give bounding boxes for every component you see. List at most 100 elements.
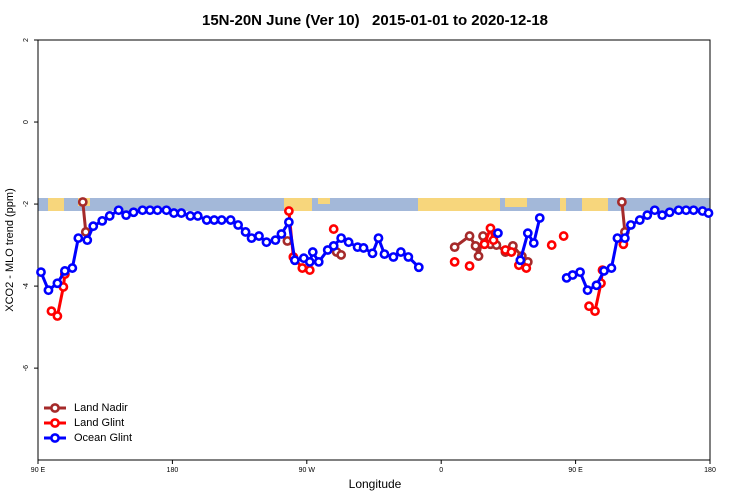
data-point	[59, 266, 70, 276]
x-tick-label: 0	[439, 467, 443, 474]
data-point	[464, 261, 475, 271]
series	[48, 207, 627, 319]
data-point	[240, 227, 251, 237]
data-point	[625, 220, 636, 230]
data-point	[403, 252, 414, 262]
legend-marker	[50, 403, 60, 413]
data-point	[168, 208, 179, 218]
data-point	[681, 205, 692, 216]
data-point	[358, 243, 369, 253]
y-axis-label: XCO2 - MLO trend (ppm)	[4, 188, 16, 311]
data-point	[464, 231, 475, 241]
data-point	[657, 210, 668, 221]
data-point	[152, 205, 163, 216]
legend: Land Nadir Land Glint Ocean Glint	[44, 402, 132, 444]
legend-marker	[50, 418, 60, 428]
data-point	[289, 255, 300, 266]
data-point	[77, 197, 88, 207]
legend-label: Land Nadir	[74, 402, 128, 414]
data-point	[590, 306, 600, 317]
data-point	[379, 249, 390, 260]
data-point	[616, 197, 627, 207]
data-point	[67, 263, 78, 273]
data-point	[46, 306, 57, 317]
data-point	[591, 280, 602, 291]
data-point	[304, 265, 315, 275]
data-point	[328, 240, 339, 251]
data-point	[673, 205, 684, 216]
data-point	[664, 207, 675, 218]
data-point	[488, 235, 499, 246]
land-strip	[418, 198, 500, 211]
data-point	[313, 256, 324, 267]
land-strip	[582, 198, 608, 211]
data-point	[161, 205, 172, 216]
data-point	[43, 285, 54, 296]
y-tick-label: -6	[23, 365, 30, 371]
data-point	[246, 233, 257, 244]
map-strip	[38, 198, 710, 211]
data-point	[261, 237, 272, 248]
data-point	[113, 205, 124, 216]
data-point	[367, 248, 378, 259]
data-point	[534, 213, 545, 223]
data-point	[36, 267, 46, 278]
data-point	[449, 256, 460, 267]
data-point	[521, 263, 532, 273]
data-point	[528, 238, 539, 248]
data-point	[336, 250, 347, 260]
data-point	[52, 311, 63, 321]
data-point	[201, 215, 212, 225]
data-point	[88, 221, 99, 232]
ocean-strip	[38, 198, 710, 211]
data-point	[270, 235, 281, 246]
data-point	[634, 215, 645, 225]
data-point	[470, 240, 481, 251]
land-strip	[560, 198, 566, 211]
data-point	[225, 215, 236, 225]
data-point	[515, 255, 526, 266]
legend-label: Land Glint	[74, 417, 124, 429]
data-point	[506, 247, 517, 257]
data-point	[575, 267, 585, 278]
data-point	[297, 263, 308, 273]
data-point	[688, 205, 699, 216]
data-point	[128, 207, 139, 218]
data-point	[283, 206, 294, 216]
data-point	[449, 242, 460, 253]
x-tick-label: 180	[167, 467, 179, 474]
data-point	[82, 235, 93, 246]
data-point	[328, 224, 339, 234]
land-strip	[318, 198, 330, 204]
x-tick-label: 90 E	[568, 467, 583, 474]
data-point	[137, 205, 148, 216]
data-point	[276, 229, 287, 239]
x-tick-label: 90 E	[31, 467, 46, 474]
y-tick-label: -4	[23, 283, 30, 289]
data-point	[52, 278, 63, 289]
data-point	[485, 223, 496, 234]
land-strip	[48, 198, 64, 211]
data-point	[584, 301, 594, 312]
data-point	[145, 205, 155, 216]
data-point	[307, 247, 318, 257]
data-point	[176, 208, 187, 218]
data-point	[233, 220, 244, 230]
data-point	[185, 211, 196, 221]
data-point	[522, 228, 533, 239]
data-point	[395, 247, 406, 257]
data-point	[97, 215, 108, 226]
data-point	[254, 231, 264, 241]
data-point	[73, 233, 84, 244]
data-point	[473, 251, 484, 262]
x-tick-label: 180	[704, 467, 716, 474]
data-point	[121, 210, 132, 221]
series	[36, 205, 714, 296]
data-point	[343, 237, 354, 248]
data-point	[493, 228, 503, 239]
chart-title: 15N-20N June (Ver 10) 2015-01-01 to 2020…	[202, 12, 548, 29]
x-axis-label: Longitude	[349, 477, 402, 491]
data-point	[283, 217, 294, 228]
data-point	[612, 233, 623, 244]
